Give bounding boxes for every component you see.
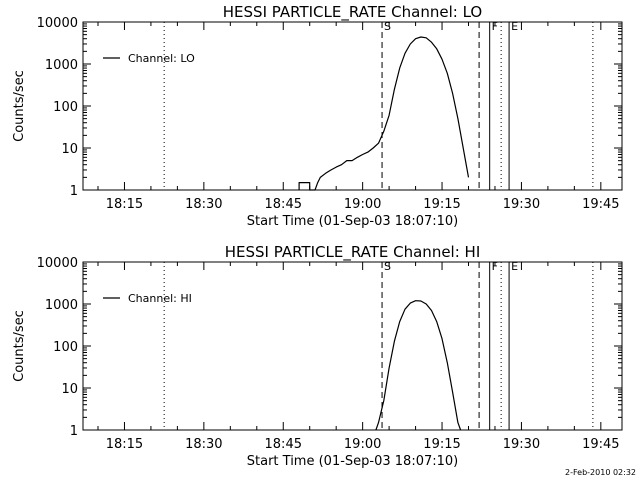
y-tick-label: 10000 [37,256,78,271]
x-tick-label: 19:45 [582,437,619,452]
x-tick-label: 19:15 [423,197,460,212]
y-tick-label: 1000 [45,298,78,313]
event-marker-label: S [384,260,391,273]
x-tick-label: 19:30 [503,197,540,212]
y-tick-label: 10 [61,142,78,157]
event-marker-label: E [511,20,518,33]
chart-panel-1: HESSI PARTICLE_RATE Channel: LO Start Tim… [12,3,623,229]
x-tick-label: 18:45 [265,197,302,212]
y-tick-label: 100 [53,340,78,355]
x-tick-label: 18:15 [106,197,143,212]
chart-title: HESSI PARTICLE_RATE Channel: LO [223,3,482,22]
event-marker-label: F [492,20,498,33]
series-line [298,36,470,191]
y-tick-label: 1 [70,424,78,439]
event-marker-label: S [384,20,391,33]
x-tick-label: 18:45 [265,437,302,452]
x-tick-label: 18:15 [106,437,143,452]
x-tick-label: 19:00 [344,437,381,452]
legend-label: Channel: HI [128,292,192,305]
y-tick-label: 1000 [45,58,78,73]
chart-panel-2: HESSI PARTICLE_RATE Channel: HI Start Tim… [12,243,623,469]
y-tick-label: 10 [61,382,78,397]
x-axis-label: Start Time (01-Sep-03 18:07:10) [247,214,458,229]
y-tick-label: 10000 [37,16,78,31]
y-axis-label: Counts/sec [12,70,27,142]
series-line [375,300,462,431]
x-tick-label: 19:30 [503,437,540,452]
x-tick-label: 18:30 [185,437,222,452]
x-tick-label: 19:45 [582,197,619,212]
y-tick-label: 100 [53,100,78,115]
x-tick-label: 19:00 [344,197,381,212]
y-axis-label: Counts/sec [12,310,27,382]
event-marker-label: E [511,260,518,273]
x-tick-label: 18:30 [185,197,222,212]
y-tick-label: 1 [70,184,78,199]
event-marker-label: F [492,260,498,273]
chart-title: HESSI PARTICLE_RATE Channel: HI [225,243,481,262]
generation-timestamp: 2-Feb-2010 02:32 [565,468,636,477]
x-axis-label: Start Time (01-Sep-03 18:07:10) [247,454,458,469]
x-tick-label: 19:15 [423,437,460,452]
legend-label: Channel: LO [128,52,195,65]
